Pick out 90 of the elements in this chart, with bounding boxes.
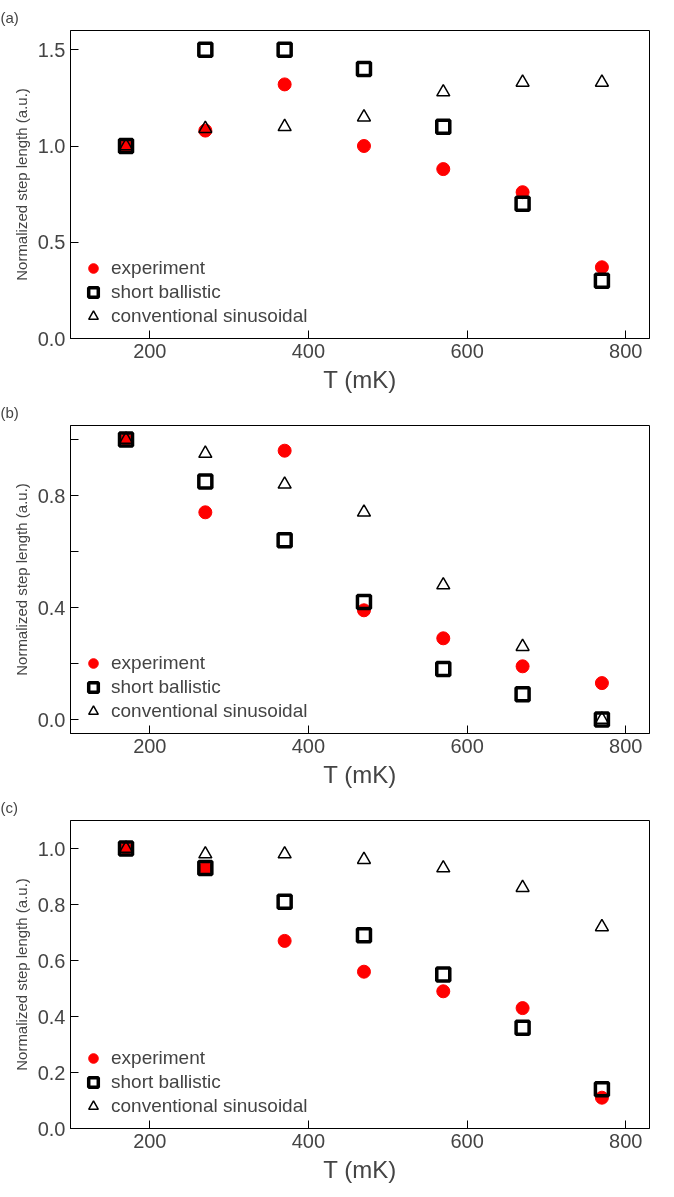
y-tick-label: 1.5: [37, 38, 66, 61]
y-tick-label: 1.0: [37, 135, 66, 157]
point: [277, 77, 292, 92]
x-axis-title: T (mK): [323, 1155, 397, 1183]
x-axis-title: T (mK): [323, 365, 397, 393]
y-axis-title: Normalized step length (a.u.): [12, 88, 30, 281]
point: [356, 139, 371, 153]
x-tick-label: 200: [133, 734, 167, 757]
point: [515, 659, 530, 674]
point: [515, 879, 530, 893]
legend-label: experiment: [111, 256, 205, 280]
point: [277, 443, 292, 458]
x-tick-label: 600: [450, 1129, 484, 1152]
point: [436, 162, 451, 177]
y-tick-label: 0.0: [37, 1117, 66, 1140]
point: [436, 859, 451, 873]
y-axis-title: Normalized step length (a.u.): [12, 483, 30, 676]
x-tick-label: 600: [450, 339, 484, 362]
point: [356, 851, 372, 865]
point: [593, 711, 611, 728]
y-tick-label: 0.2: [37, 1061, 66, 1084]
point: [515, 74, 530, 87]
y-tick-label: 0.0: [37, 327, 66, 350]
point: [515, 1001, 530, 1016]
x-tick-label: 800: [609, 1129, 643, 1152]
point: [356, 504, 372, 517]
legend-label: conventional sinusoidal: [111, 1094, 308, 1118]
point: [198, 120, 213, 134]
y-tick-label: 0.8: [37, 893, 66, 916]
y-axis-title: Normalized step length (a.u.): [12, 878, 30, 1071]
chart-title: (c): [0, 798, 18, 816]
y-tick-label: 0.6: [37, 949, 66, 972]
point: [593, 1081, 611, 1098]
y-tick-label: 0.0: [37, 708, 66, 731]
x-tick-label: 800: [609, 734, 643, 757]
point: [198, 505, 213, 520]
point: [435, 966, 452, 983]
x-tick-label: 200: [133, 1129, 167, 1152]
legend-label: short ballistic: [111, 675, 221, 699]
point: [276, 532, 293, 549]
point: [593, 272, 611, 289]
x-axis-title: T (mK): [323, 760, 397, 788]
point: [594, 74, 610, 87]
point: [436, 576, 451, 590]
point: [198, 445, 213, 458]
point: [355, 60, 373, 78]
point: [355, 927, 373, 944]
point: [435, 660, 452, 678]
point: [594, 260, 609, 275]
point: [514, 195, 531, 212]
y-tick-label: 0.5: [37, 231, 66, 254]
point: [277, 476, 292, 489]
y-tick-label: 0.8: [37, 484, 66, 507]
point: [594, 676, 609, 691]
y-tick-label: 0.4: [37, 1005, 66, 1028]
point: [356, 964, 371, 979]
point: [276, 41, 293, 58]
point: [277, 118, 292, 132]
legend-label: short ballistic: [111, 1070, 221, 1094]
point: [514, 1019, 531, 1036]
point: [197, 473, 214, 490]
point: [514, 686, 531, 703]
legend-label: short ballistic: [111, 280, 221, 304]
point: [197, 41, 214, 58]
point: [436, 984, 451, 999]
legend-label: conventional sinusoidal: [111, 699, 308, 723]
point: [435, 118, 452, 135]
x-tick-label: 600: [450, 734, 484, 757]
x-tick-label: 400: [291, 339, 326, 362]
point: [356, 108, 372, 122]
legend-label: conventional sinusoidal: [111, 304, 308, 328]
point: [276, 893, 293, 910]
point: [277, 933, 292, 948]
x-tick-label: 800: [609, 339, 643, 362]
point: [198, 845, 213, 859]
point: [355, 593, 373, 611]
point: [594, 918, 610, 932]
y-tick-label: 0.4: [37, 596, 66, 619]
y-tick-label: 1.0: [37, 837, 66, 860]
chart-title: (a): [0, 8, 19, 26]
point: [436, 83, 451, 97]
chart-title: (b): [0, 403, 19, 421]
point: [277, 845, 292, 859]
point: [515, 638, 530, 652]
x-tick-label: 200: [133, 339, 167, 362]
point: [436, 631, 451, 646]
legend-label: experiment: [111, 1046, 205, 1070]
legend-label: experiment: [111, 651, 205, 675]
x-tick-label: 400: [291, 1129, 326, 1152]
x-tick-label: 400: [291, 734, 326, 757]
